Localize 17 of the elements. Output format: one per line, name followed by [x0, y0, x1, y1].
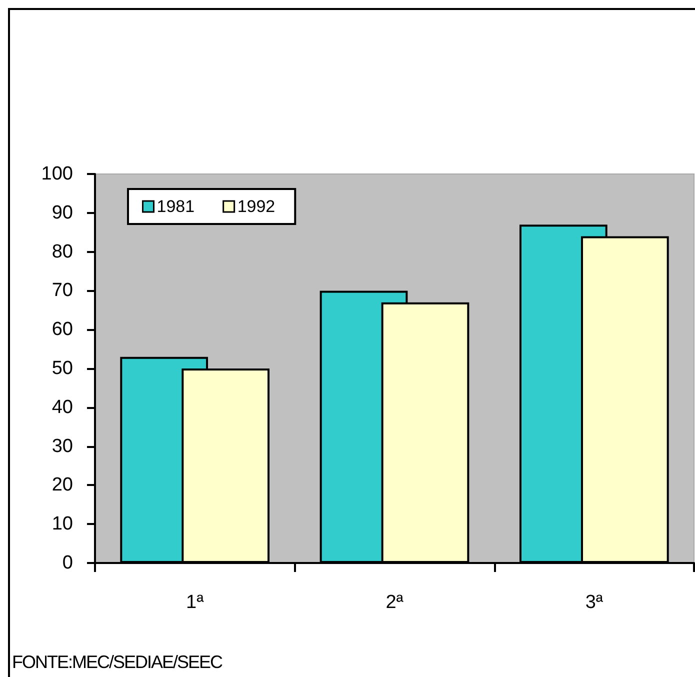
- y-tick-label: 40: [52, 396, 73, 418]
- legend-label: 1981: [156, 197, 195, 216]
- legend-label: 1992: [237, 197, 276, 216]
- x-tick-label: 3ª: [585, 592, 604, 613]
- source-note: FONTE:MEC/SEDIAE/SEEC: [12, 652, 222, 673]
- y-tick-label: 100: [41, 164, 73, 184]
- x-tick-label: 1ª: [186, 592, 205, 613]
- y-tick-label: 60: [52, 319, 73, 340]
- y-tick-label: 70: [52, 280, 73, 302]
- y-tick-label: 30: [52, 436, 73, 457]
- y-tick-label: 20: [52, 474, 73, 496]
- y-tick-label: 50: [52, 358, 73, 379]
- x-tick-label: 2ª: [386, 592, 404, 613]
- y-tick-label: 90: [52, 202, 73, 224]
- y-tick-label: 0: [62, 552, 73, 574]
- y-tick-label: 10: [52, 514, 73, 535]
- y-tick-label: 80: [52, 241, 73, 262]
